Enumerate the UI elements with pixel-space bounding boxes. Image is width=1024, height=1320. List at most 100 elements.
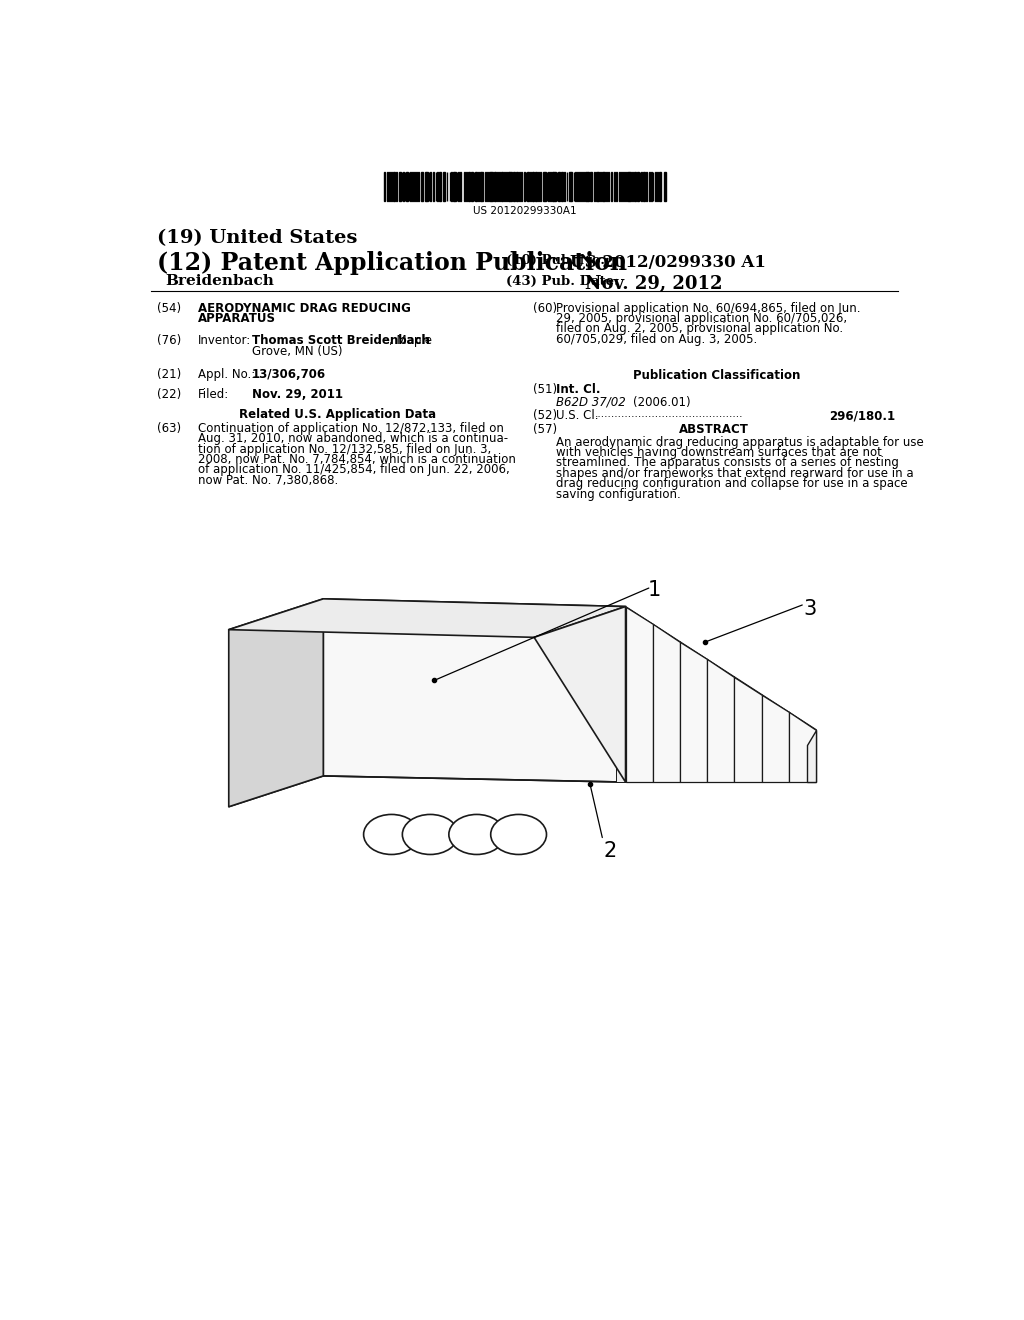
Text: (51): (51) bbox=[532, 383, 557, 396]
Text: 296/180.1: 296/180.1 bbox=[829, 409, 895, 422]
Polygon shape bbox=[671, 657, 698, 781]
Bar bbox=[637, 173, 639, 201]
Text: Nov. 29, 2011: Nov. 29, 2011 bbox=[252, 388, 343, 401]
Bar bbox=[614, 173, 615, 201]
Text: tion of application No. 12/132,585, filed on Jun. 3,: tion of application No. 12/132,585, file… bbox=[198, 442, 490, 455]
Bar bbox=[550, 173, 551, 201]
Bar bbox=[590, 173, 592, 201]
Bar bbox=[516, 173, 518, 201]
Text: Filed:: Filed: bbox=[198, 388, 229, 401]
Text: drag reducing configuration and collapse for use in a space: drag reducing configuration and collapse… bbox=[556, 478, 907, 490]
Bar bbox=[475, 173, 477, 201]
Text: An aerodynamic drag reducing apparatus is adaptable for use: An aerodynamic drag reducing apparatus i… bbox=[556, 436, 924, 449]
Text: B62D 37/02: B62D 37/02 bbox=[556, 396, 626, 409]
Polygon shape bbox=[779, 727, 807, 781]
Bar bbox=[658, 173, 662, 201]
Text: Nov. 29, 2012: Nov. 29, 2012 bbox=[586, 276, 723, 293]
Bar bbox=[607, 173, 609, 201]
Bar bbox=[471, 173, 473, 201]
Text: ............................................: ........................................… bbox=[595, 409, 743, 420]
Text: shapes and/or frameworks that extend rearward for use in a: shapes and/or frameworks that extend rea… bbox=[556, 467, 913, 479]
Text: saving configuration.: saving configuration. bbox=[556, 487, 681, 500]
Text: Thomas Scott Breidenbach: Thomas Scott Breidenbach bbox=[252, 334, 430, 347]
Bar bbox=[393, 173, 394, 201]
Polygon shape bbox=[616, 622, 643, 781]
Bar bbox=[421, 173, 423, 201]
Bar bbox=[513, 173, 515, 201]
Text: Inventor:: Inventor: bbox=[198, 334, 251, 347]
Text: U.S. Cl.: U.S. Cl. bbox=[556, 409, 598, 422]
Bar bbox=[646, 173, 647, 201]
Text: (10) Pub. No.:: (10) Pub. No.: bbox=[506, 253, 610, 267]
Bar bbox=[656, 173, 658, 201]
Bar bbox=[464, 173, 465, 201]
Text: Aug. 31, 2010, now abandoned, which is a continua-: Aug. 31, 2010, now abandoned, which is a… bbox=[198, 432, 508, 445]
Bar bbox=[399, 173, 400, 201]
Ellipse shape bbox=[402, 814, 458, 854]
Bar bbox=[492, 173, 493, 201]
Ellipse shape bbox=[449, 814, 505, 854]
Text: , Maple: , Maple bbox=[389, 334, 432, 347]
Polygon shape bbox=[753, 710, 779, 781]
Polygon shape bbox=[788, 713, 816, 781]
Text: (12) Patent Application Publication: (12) Patent Application Publication bbox=[158, 251, 628, 275]
Bar bbox=[501, 173, 503, 201]
Polygon shape bbox=[652, 624, 680, 781]
Polygon shape bbox=[807, 730, 816, 781]
Bar bbox=[481, 173, 483, 201]
Polygon shape bbox=[643, 640, 671, 781]
Polygon shape bbox=[324, 599, 626, 781]
Bar bbox=[416, 173, 417, 201]
Text: ABSTRACT: ABSTRACT bbox=[679, 424, 749, 437]
Bar bbox=[643, 173, 645, 201]
Bar bbox=[518, 173, 520, 201]
Polygon shape bbox=[762, 694, 788, 781]
Bar bbox=[442, 173, 445, 201]
Bar bbox=[438, 173, 441, 201]
Text: Grove, MN (US): Grove, MN (US) bbox=[252, 345, 342, 358]
Bar bbox=[544, 173, 546, 201]
Text: (54): (54) bbox=[158, 302, 181, 314]
Text: US 20120299330A1: US 20120299330A1 bbox=[473, 206, 577, 216]
Polygon shape bbox=[535, 607, 626, 781]
Text: Publication Classification: Publication Classification bbox=[633, 370, 801, 383]
Text: AERODYNAMIC DRAG REDUCING: AERODYNAMIC DRAG REDUCING bbox=[198, 302, 411, 314]
Polygon shape bbox=[725, 693, 753, 781]
Text: streamlined. The apparatus consists of a series of nesting: streamlined. The apparatus consists of a… bbox=[556, 457, 899, 470]
Bar bbox=[618, 173, 621, 201]
Text: with vehicles having downstream surfaces that are not: with vehicles having downstream surfaces… bbox=[556, 446, 882, 459]
Text: (57): (57) bbox=[532, 424, 557, 437]
Text: 60/705,029, filed on Aug. 3, 2005.: 60/705,029, filed on Aug. 3, 2005. bbox=[556, 333, 757, 346]
Polygon shape bbox=[698, 675, 725, 781]
Text: (19) United States: (19) United States bbox=[158, 230, 357, 247]
Text: 13/306,706: 13/306,706 bbox=[252, 368, 326, 381]
Bar bbox=[558, 173, 560, 201]
Text: (43) Pub. Date:: (43) Pub. Date: bbox=[506, 276, 620, 289]
Text: Provisional application No. 60/694,865, filed on Jun.: Provisional application No. 60/694,865, … bbox=[556, 302, 860, 314]
Bar bbox=[634, 173, 636, 201]
Text: now Pat. No. 7,380,868.: now Pat. No. 7,380,868. bbox=[198, 474, 338, 487]
Bar bbox=[484, 173, 486, 201]
Bar bbox=[611, 173, 612, 201]
Text: 1: 1 bbox=[647, 581, 660, 601]
Bar bbox=[602, 173, 604, 201]
Bar bbox=[509, 173, 512, 201]
Text: 3: 3 bbox=[804, 599, 817, 619]
Bar bbox=[664, 173, 666, 201]
Polygon shape bbox=[616, 607, 816, 744]
Text: (52): (52) bbox=[532, 409, 557, 422]
Text: 29, 2005, provisional application No. 60/705,026,: 29, 2005, provisional application No. 60… bbox=[556, 312, 847, 325]
Text: Related U.S. Application Data: Related U.S. Application Data bbox=[239, 408, 436, 421]
Bar bbox=[627, 173, 629, 201]
Text: (21): (21) bbox=[158, 368, 181, 381]
Bar bbox=[577, 173, 579, 201]
Bar bbox=[426, 173, 428, 201]
Text: 2008, now Pat. No. 7,784,854, which is a continuation: 2008, now Pat. No. 7,784,854, which is a… bbox=[198, 453, 516, 466]
Polygon shape bbox=[680, 642, 708, 781]
Text: 2: 2 bbox=[604, 841, 617, 861]
Bar bbox=[554, 173, 556, 201]
Bar bbox=[535, 173, 538, 201]
Text: Breidenbach: Breidenbach bbox=[165, 275, 274, 288]
Text: (60): (60) bbox=[532, 302, 557, 314]
Text: Int. Cl.: Int. Cl. bbox=[556, 383, 600, 396]
